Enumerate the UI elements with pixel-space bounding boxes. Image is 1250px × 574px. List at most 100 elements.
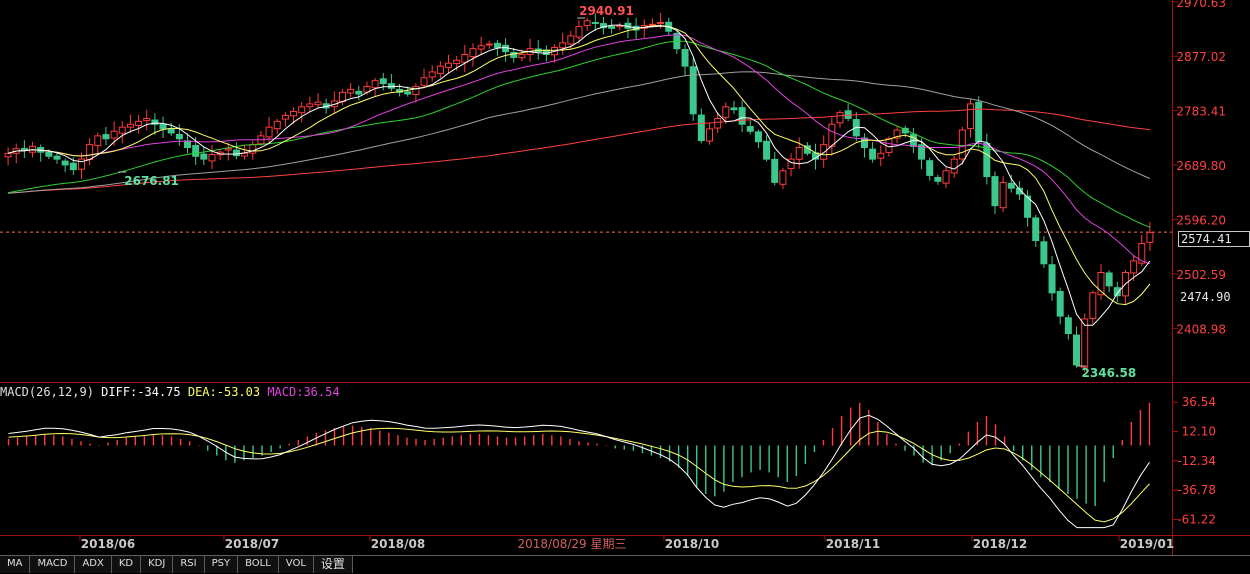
candle	[860, 133, 868, 158]
candle-body	[869, 148, 877, 160]
tab-rsi[interactable]: RSI	[173, 556, 205, 573]
candle-body	[69, 162, 77, 171]
price-tick-label: 2783.41	[1176, 105, 1226, 119]
candle-body	[1073, 334, 1081, 366]
candle	[697, 108, 705, 144]
candle	[608, 19, 616, 34]
time-axis-label: 2019/01	[1120, 537, 1174, 551]
candle	[787, 153, 795, 177]
candle-body	[453, 59, 461, 64]
candle	[428, 65, 436, 82]
ma60-line	[8, 71, 1151, 194]
candle	[950, 155, 958, 178]
candle-body	[86, 144, 94, 161]
candle	[926, 157, 934, 181]
candle	[502, 38, 510, 62]
macd-tick-label: -61.22	[1177, 512, 1216, 526]
candle-body	[306, 103, 314, 108]
local-low-annotation: 2676.81	[124, 174, 179, 188]
candle	[583, 17, 591, 31]
candle	[290, 107, 298, 125]
candle-body	[575, 26, 583, 38]
candle-body	[608, 26, 616, 29]
candle	[1007, 174, 1015, 193]
tab-boll[interactable]: BOLL	[238, 556, 279, 573]
candle	[281, 111, 289, 127]
candle-body	[232, 149, 240, 157]
candle-body	[754, 131, 762, 143]
candle	[599, 16, 607, 35]
candle	[673, 30, 681, 54]
candle-body	[934, 177, 942, 182]
tab-kd[interactable]: KD	[111, 556, 142, 573]
candle-body	[1138, 242, 1146, 264]
candle-body	[559, 42, 567, 49]
candle-body	[110, 130, 118, 139]
candle	[746, 120, 754, 135]
candle-body	[1081, 318, 1089, 368]
price-tick-label: 2689.80	[1176, 159, 1226, 173]
tab-kdj[interactable]: KDJ	[141, 556, 174, 573]
candle	[1024, 189, 1032, 227]
candle	[232, 142, 240, 160]
candle-body	[828, 123, 836, 147]
price-tick-label: 2596.20	[1176, 213, 1226, 227]
candle-body	[404, 91, 412, 95]
candle-body	[118, 126, 126, 134]
ma20-line	[7, 34, 1151, 265]
candle-body	[77, 158, 85, 170]
candle-body	[1040, 241, 1048, 265]
candle-body	[175, 133, 183, 140]
candle-body	[697, 114, 705, 142]
candle	[1040, 236, 1048, 268]
candle-body	[820, 144, 828, 160]
candle-body	[1113, 287, 1121, 297]
candle	[999, 176, 1007, 213]
candle-body	[1056, 290, 1064, 317]
tab-macd[interactable]: MACD	[30, 556, 76, 573]
macd-tick-label: 36.54	[1182, 395, 1216, 409]
candle-body	[942, 170, 950, 184]
candle-body	[200, 153, 208, 160]
candle	[314, 93, 322, 109]
candle-body	[1097, 272, 1105, 296]
tab-vol[interactable]: VOL	[278, 556, 314, 573]
candle	[518, 49, 526, 62]
candle-body	[689, 66, 697, 115]
candle	[942, 167, 950, 189]
candle	[624, 17, 632, 39]
tab-psy[interactable]: PSY	[204, 556, 239, 573]
candle-body	[102, 134, 110, 140]
candle	[387, 74, 395, 92]
candle	[1121, 270, 1129, 305]
candle-body	[265, 126, 273, 138]
candle-body	[1024, 195, 1032, 218]
candle-body	[94, 135, 102, 147]
candle	[1097, 264, 1105, 300]
candle	[37, 144, 45, 162]
candle	[53, 152, 61, 164]
candle-body	[714, 117, 722, 129]
candle	[94, 132, 102, 156]
candle-body	[4, 152, 12, 158]
candle-body	[722, 106, 730, 118]
tab-设置[interactable]: 设置	[313, 556, 353, 573]
candle-body	[461, 53, 469, 63]
candle-body	[1130, 260, 1138, 274]
ma5-line	[7, 24, 1151, 326]
candle	[893, 126, 901, 144]
tab-ma[interactable]: MA	[0, 556, 31, 573]
current-price-box: 2574.41	[1178, 231, 1250, 247]
macd-header-item: MACD(26,12,9)	[0, 385, 94, 399]
tab-adx[interactable]: ADX	[75, 556, 112, 573]
candle	[338, 89, 346, 106]
candle	[575, 19, 583, 45]
candle	[869, 141, 877, 163]
candle-body	[926, 160, 934, 176]
candle-body	[314, 101, 322, 106]
candle-body	[860, 137, 868, 149]
candle	[273, 118, 281, 135]
candle	[1056, 287, 1064, 325]
candle	[681, 44, 689, 77]
